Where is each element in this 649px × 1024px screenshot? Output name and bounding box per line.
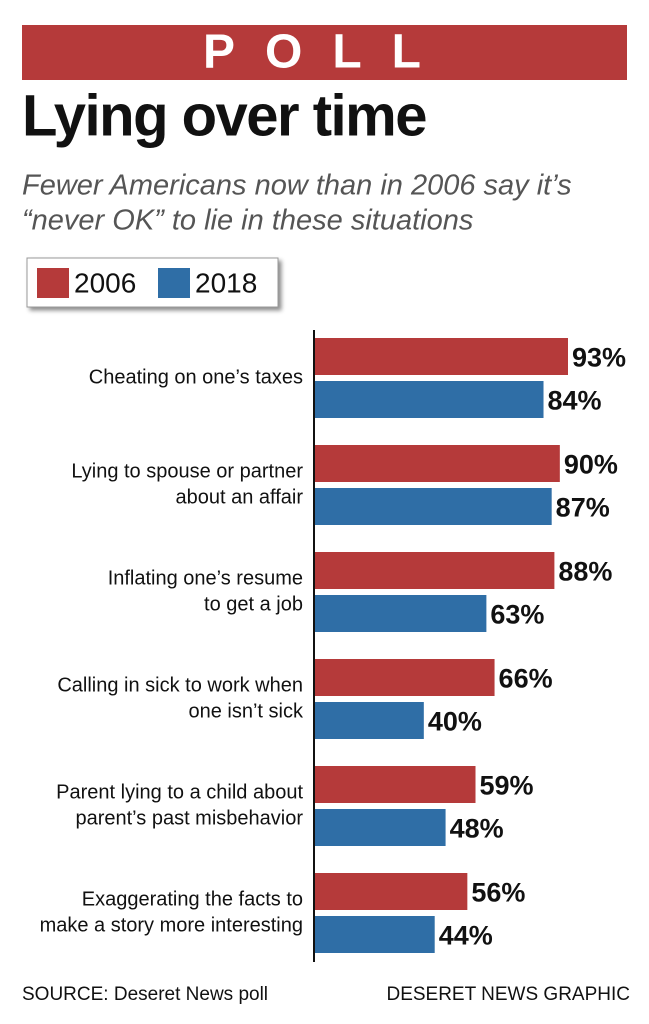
value-label: 48% <box>450 814 504 844</box>
category-label: Calling in sick to work when <box>57 674 303 696</box>
legend-swatch <box>158 268 190 298</box>
bar <box>315 488 552 525</box>
value-label: 44% <box>439 921 493 951</box>
value-label: 93% <box>572 343 626 373</box>
bar <box>315 873 468 910</box>
bar <box>315 595 487 632</box>
bar <box>315 809 446 846</box>
banner <box>22 25 627 80</box>
value-label: 87% <box>556 493 610 523</box>
banner-text: POLL <box>203 26 451 79</box>
legend-label: 2018 <box>195 267 257 298</box>
value-label: 63% <box>490 600 544 630</box>
bar <box>315 916 435 953</box>
subtitle: “never OK” to lie in these situations <box>22 205 473 237</box>
source: SOURCE: Deseret News poll <box>22 984 268 1005</box>
category-label: about an affair <box>175 486 303 508</box>
bar <box>315 381 544 418</box>
value-label: 84% <box>548 386 602 416</box>
legend-label: 2006 <box>74 267 136 298</box>
category-label: Parent lying to a child about <box>56 781 303 803</box>
bar <box>315 659 495 696</box>
bar <box>315 338 568 375</box>
credit: DESERET NEWS GRAPHIC <box>386 984 630 1005</box>
value-label: 90% <box>564 450 618 480</box>
legend-swatch <box>37 268 69 298</box>
chart-title: Lying over time <box>22 83 426 148</box>
value-label: 59% <box>480 771 534 801</box>
category-label: to get a job <box>204 593 303 615</box>
bar <box>315 702 424 739</box>
value-label: 56% <box>471 878 525 908</box>
category-label: Inflating one’s resume <box>108 567 303 589</box>
bar <box>315 766 476 803</box>
subtitle: Fewer Americans now than in 2006 say it’… <box>22 170 572 202</box>
category-label: Lying to spouse or partner <box>71 460 303 482</box>
value-label: 66% <box>499 664 553 694</box>
bar <box>315 552 555 589</box>
value-label: 88% <box>558 557 612 587</box>
category-label: parent’s past misbehavior <box>75 807 303 829</box>
category-label: Exaggerating the facts to <box>82 888 303 910</box>
category-label: make a story more interesting <box>40 914 303 936</box>
bar <box>315 445 560 482</box>
category-label: one isn’t sick <box>189 700 304 722</box>
value-label: 40% <box>428 707 482 737</box>
category-label: Cheating on one’s taxes <box>89 366 303 388</box>
